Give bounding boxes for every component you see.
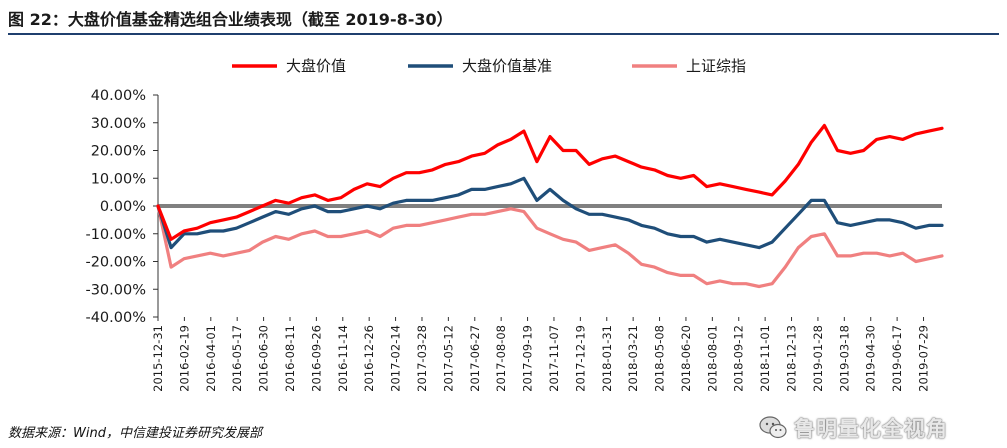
x-tick-label: 2016-06-30 xyxy=(257,325,271,392)
y-tick-label: 10.00% xyxy=(91,171,146,187)
x-tick-label: 2017-12-19 xyxy=(573,325,587,392)
y-tick-label: -20.00% xyxy=(85,255,146,271)
series-group xyxy=(156,123,944,289)
x-tick-label: 2018-03-21 xyxy=(626,325,640,392)
x-tick-label: 2019-04-30 xyxy=(864,325,878,392)
x-tick-label: 2017-09-19 xyxy=(521,325,535,392)
x-tick-label: 2017-08-08 xyxy=(494,325,508,392)
watermark-text: 鲁明量化全视角 xyxy=(794,417,948,441)
x-tick-label: 2016-04-01 xyxy=(204,325,218,392)
y-axis: 40.00% 30.00% 20.00% 10.00% 0.00% -10.00% -20.… xyxy=(85,88,159,326)
y-tick-label: 20.00% xyxy=(91,144,146,160)
x-tick-label: 2019-01-28 xyxy=(811,325,825,392)
y-tick-label: -30.00% xyxy=(85,282,146,298)
x-tick-label: 2017-05-12 xyxy=(441,325,455,392)
x-tick-label: 2019-06-17 xyxy=(890,325,904,392)
legend-item-big-value-benchmark-label: 大盘价值基准 xyxy=(462,57,552,75)
y-tick-label: 0.00% xyxy=(100,199,146,215)
series-line-big-value xyxy=(156,123,944,241)
watermark: 鲁明量化全视角 xyxy=(758,413,948,443)
x-tick-label: 2018-12-13 xyxy=(785,325,799,392)
source-note: 数据来源：Wind，中信建投证券研究发展部 xyxy=(8,426,262,441)
x-tick-label: 2017-06-27 xyxy=(468,325,482,392)
x-tick-label: 2016-05-17 xyxy=(230,325,244,392)
x-tick-label: 2016-11-14 xyxy=(336,325,350,392)
series-line-big-value-benchmark xyxy=(156,176,944,250)
y-tick-label: -10.00% xyxy=(85,227,146,243)
figure-title: 图 22：大盘价值基金精选组合业绩表现（截至 2019-8-30） xyxy=(8,10,453,29)
series-line-sh-composite xyxy=(156,204,944,289)
x-tick-label: 2016-12-26 xyxy=(362,325,376,392)
x-tick-label: 2018-11-01 xyxy=(758,325,772,392)
wechat-icon xyxy=(759,416,787,439)
y-tick-label: 40.00% xyxy=(91,88,146,104)
x-tick-label: 2018-05-08 xyxy=(653,325,667,392)
x-tick-label: 2016-09-26 xyxy=(309,325,323,392)
x-tick-label: 2019-03-18 xyxy=(837,325,851,392)
legend-item-sh-composite-label: 上证综指 xyxy=(686,57,746,75)
x-tick-label: 2018-09-12 xyxy=(732,325,746,392)
y-tick-label: -40.00% xyxy=(85,310,146,326)
y-tick-label: 30.00% xyxy=(91,116,146,132)
title-divider xyxy=(8,33,999,35)
x-tick-label: 2017-02-14 xyxy=(389,325,403,392)
x-tick-label: 2015-12-31 xyxy=(151,325,165,392)
x-tick-label: 2018-01-31 xyxy=(600,325,614,392)
x-tick-label: 2017-03-28 xyxy=(415,325,429,392)
x-tick-label: 2016-02-19 xyxy=(177,325,191,392)
legend-item-big-value-label: 大盘价值 xyxy=(286,57,346,75)
x-tick-label: 2019-07-29 xyxy=(917,325,931,392)
x-tick-label: 2016-08-11 xyxy=(283,325,297,392)
legend: 大盘价值 大盘价值基准 上证综指 xyxy=(232,57,746,75)
x-tick-label: 2018-08-01 xyxy=(705,325,719,392)
x-tick-label: 2018-06-20 xyxy=(679,325,693,392)
x-tick-label: 2017-11-07 xyxy=(547,325,561,392)
x-axis: 2015-12-31 2016-02-19 2016-04-01 2016-05-17… xyxy=(151,317,931,392)
